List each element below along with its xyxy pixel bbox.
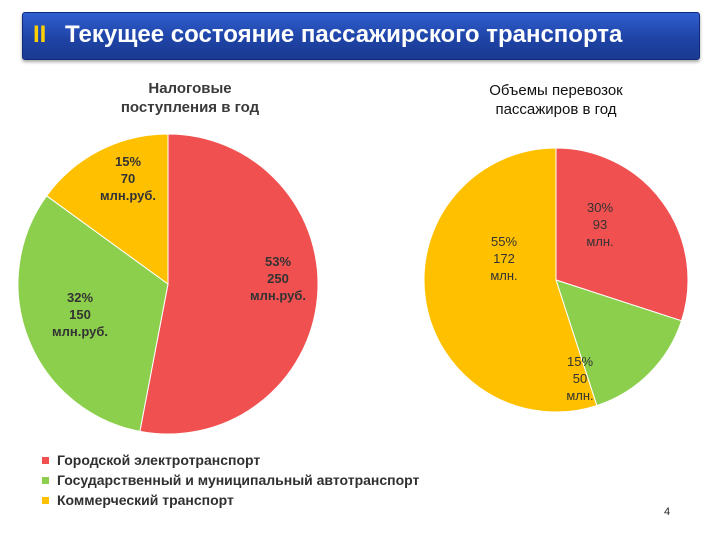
pie-chart-2: Объемы перевозок пассажиров в год 30% 93 млн… [423,82,689,413]
legend-item-electric: Городской электротранспорт [42,450,419,470]
slice-label: 53% 250 млн.руб. [250,254,306,303]
title-bar: II Текущее состояние пассажирского транс… [22,12,700,60]
legend-swatch [42,476,49,484]
slice-label: 32% 150 млн.руб. [52,290,108,339]
slice-label: 55% 172 млн. [490,234,517,283]
slice-label: 30% 93 млн. [586,200,613,249]
section-number: II [33,21,47,48]
legend-label: Государственный и муниципальный автотран… [57,472,420,488]
chart-title: Объемы перевозок пассажиров в год [489,82,623,118]
legend-label: Городской электротранспорт [57,452,261,468]
legend: Городской электротранспорт Государственн… [42,450,419,510]
legend-swatch [42,496,49,504]
pie-slice-2 [555,279,683,407]
pie-chart-1: Налоговые поступления в год 53% 250 млн.руб.… [17,80,319,435]
pie-slice-3 [45,133,169,285]
page-number: 4 [664,506,671,518]
slice-label: 15% 50 млн. [566,354,593,403]
legend-item-commercial: Коммерческий транспорт [42,490,419,510]
chart-title: Налоговые поступления в год [121,80,260,116]
pie-slice-2 [17,195,169,432]
pie-slice-3 [423,147,598,413]
legend-swatch [42,456,49,464]
slice-label: 15% 70 млн.руб. [100,154,156,203]
pie-slice-1 [139,133,319,435]
legend-label: Коммерческий транспорт [57,492,234,508]
page-title: Текущее состояние пассажирского транспор… [65,21,623,48]
pie-slice-1 [555,147,689,322]
legend-item-municipal: Государственный и муниципальный автотран… [42,470,419,490]
